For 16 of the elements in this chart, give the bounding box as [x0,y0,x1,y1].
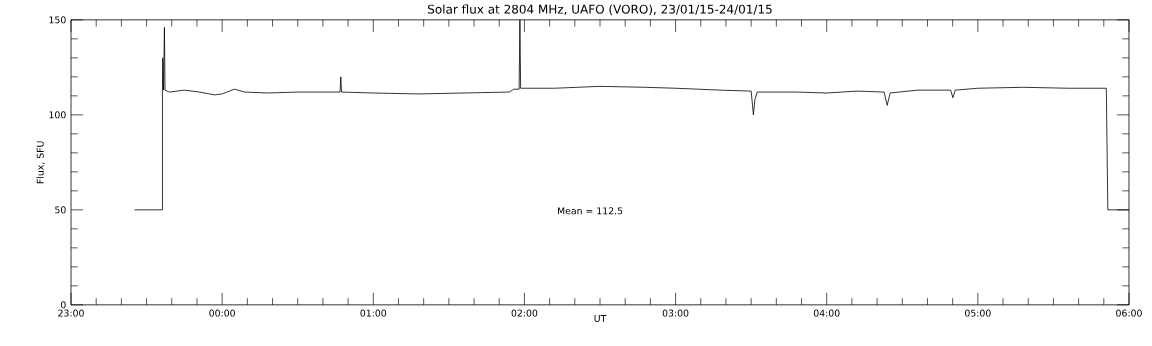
y-tick-label: 0 [60,301,66,309]
y-tick-label: 150 [49,16,66,24]
x-tick-label: 05:00 [965,309,991,317]
x-tick-label: 00:00 [209,309,235,317]
x-tick-label: 04:00 [813,309,840,317]
x-tick-label: 01:00 [360,309,387,317]
y-axis-title: Flux, SFU [36,141,45,184]
x-tick-label: 23:00 [58,309,84,317]
chart-title: Solar flux at 2804 MHz, UAFO (VORO), 23/01/15-24/01/15 [428,4,772,16]
y-tick-label: 50 [55,206,66,214]
x-tick-label: 06:00 [1116,309,1142,317]
y-tick-label: 100 [49,111,66,119]
annotation: Mean = 112.5 [558,207,623,215]
x-tick-label: 02:00 [511,309,538,317]
x-tick-label: 03:00 [662,309,689,317]
x-axis-title: UT [594,315,607,323]
